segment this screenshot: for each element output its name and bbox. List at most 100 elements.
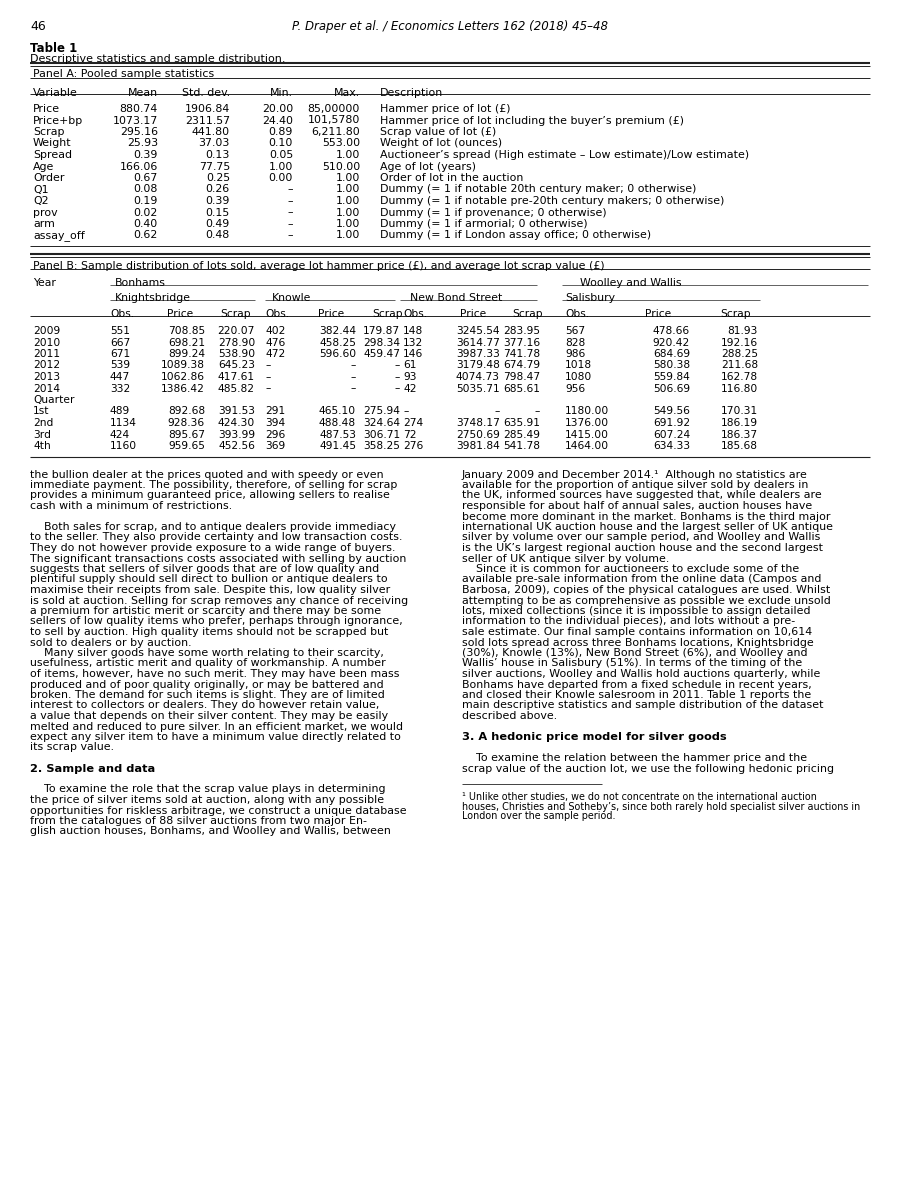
Text: 559.84: 559.84 (653, 372, 690, 382)
Text: 0.39: 0.39 (205, 196, 230, 206)
Text: 0.67: 0.67 (133, 173, 158, 182)
Text: 3245.54: 3245.54 (456, 326, 500, 336)
Text: Year: Year (33, 278, 56, 288)
Text: 391.53: 391.53 (218, 407, 255, 416)
Text: Obs.: Obs. (403, 308, 427, 319)
Text: Auctioneer’s spread (High estimate – Low estimate)/Low estimate): Auctioneer’s spread (High estimate – Low… (380, 150, 749, 160)
Text: 285.49: 285.49 (503, 430, 540, 439)
Text: 1160: 1160 (110, 440, 137, 451)
Text: To examine the role that the scrap value plays in determining: To examine the role that the scrap value… (30, 785, 385, 794)
Text: Scrap: Scrap (512, 308, 543, 319)
Text: 458.25: 458.25 (320, 337, 356, 348)
Text: 148: 148 (403, 326, 423, 336)
Text: scrap value of the auction lot, we use the following hedonic pricing: scrap value of the auction lot, we use t… (462, 763, 834, 774)
Text: 0.62: 0.62 (134, 230, 158, 240)
Text: 275.94: 275.94 (363, 407, 400, 416)
Text: 1180.00: 1180.00 (565, 407, 609, 416)
Text: lots, mixed collections (since it is impossible to assign detailed: lots, mixed collections (since it is imp… (462, 606, 811, 616)
Text: 0.13: 0.13 (205, 150, 230, 160)
Text: Mean: Mean (128, 88, 158, 98)
Text: 298.34: 298.34 (363, 337, 400, 348)
Text: 211.68: 211.68 (721, 360, 758, 371)
Text: London over the sample period.: London over the sample period. (462, 811, 616, 821)
Text: –: – (265, 372, 270, 382)
Text: Bonhams have departed from a fixed schedule in recent years,: Bonhams have departed from a fixed sched… (462, 679, 812, 690)
Text: –: – (287, 230, 293, 240)
Text: 46: 46 (30, 20, 46, 32)
Text: Scrap: Scrap (372, 308, 402, 319)
Text: 3rd: 3rd (33, 430, 51, 439)
Text: 596.60: 596.60 (319, 349, 356, 359)
Text: Scrap: Scrap (220, 308, 250, 319)
Text: ¹ Unlike other studies, we do not concentrate on the international auction: ¹ Unlike other studies, we do not concen… (462, 792, 817, 802)
Text: to sell by auction. High quality items should not be scrapped but: to sell by auction. High quality items s… (30, 626, 389, 637)
Text: 1018: 1018 (565, 360, 592, 371)
Text: –: – (495, 407, 500, 416)
Text: a premium for artistic merit or scarcity and there may be some: a premium for artistic merit or scarcity… (30, 606, 381, 616)
Text: Std. dev.: Std. dev. (182, 88, 230, 98)
Text: 959.65: 959.65 (168, 440, 205, 451)
Text: 459.47: 459.47 (363, 349, 400, 359)
Text: Panel A: Pooled sample statistics: Panel A: Pooled sample statistics (33, 68, 214, 79)
Text: attempting to be as comprehensive as possible we exclude unsold: attempting to be as comprehensive as pos… (462, 595, 831, 606)
Text: 541.78: 541.78 (503, 440, 540, 451)
Text: 332: 332 (110, 384, 130, 394)
Text: Age: Age (33, 162, 54, 172)
Text: 452.56: 452.56 (218, 440, 255, 451)
Text: seller of UK antique silver by volume.: seller of UK antique silver by volume. (462, 553, 670, 564)
Text: 276: 276 (403, 440, 423, 451)
Text: 2010: 2010 (33, 337, 60, 348)
Text: (30%), Knowle (13%), New Bond Street (6%), and Woolley and: (30%), Knowle (13%), New Bond Street (6%… (462, 648, 807, 658)
Text: the price of silver items sold at auction, along with any possible: the price of silver items sold at auctio… (30, 794, 384, 805)
Text: 417.61: 417.61 (218, 372, 255, 382)
Text: –: – (351, 384, 356, 394)
Text: Panel B: Sample distribution of lots sold, average lot hammer price (£), and ave: Panel B: Sample distribution of lots sol… (33, 260, 605, 271)
Text: usefulness, artistic merit and quality of workmanship. A number: usefulness, artistic merit and quality o… (30, 659, 386, 668)
Text: Price: Price (645, 308, 671, 319)
Text: –: – (403, 407, 409, 416)
Text: 895.67: 895.67 (168, 430, 205, 439)
Text: 2012: 2012 (33, 360, 60, 371)
Text: 684.69: 684.69 (652, 349, 690, 359)
Text: 0.08: 0.08 (133, 185, 158, 194)
Text: 0.00: 0.00 (268, 173, 293, 182)
Text: 324.64: 324.64 (363, 418, 400, 428)
Text: 146: 146 (403, 349, 423, 359)
Text: 72: 72 (403, 430, 417, 439)
Text: cash with a minimum of restrictions.: cash with a minimum of restrictions. (30, 502, 232, 511)
Text: 81.93: 81.93 (727, 326, 758, 336)
Text: 2750.69: 2750.69 (456, 430, 500, 439)
Text: 424.30: 424.30 (218, 418, 255, 428)
Text: 828: 828 (565, 337, 585, 348)
Text: immediate payment. The possibility, therefore, of selling for scrap: immediate payment. The possibility, ther… (30, 480, 398, 490)
Text: 3179.48: 3179.48 (456, 360, 500, 371)
Text: the bullion dealer at the prices quoted and with speedy or even: the bullion dealer at the prices quoted … (30, 469, 383, 480)
Text: 358.25: 358.25 (363, 440, 400, 451)
Text: 3. A hedonic price model for silver goods: 3. A hedonic price model for silver good… (462, 732, 726, 742)
Text: silver auctions, Woolley and Wallis hold auctions quarterly, while: silver auctions, Woolley and Wallis hold… (462, 670, 821, 679)
Text: 288.25: 288.25 (721, 349, 758, 359)
Text: 553.00: 553.00 (322, 138, 360, 149)
Text: 170.31: 170.31 (721, 407, 758, 416)
Text: 1376.00: 1376.00 (565, 418, 609, 428)
Text: and closed their Knowle salesroom in 2011. Table 1 reports the: and closed their Knowle salesroom in 201… (462, 690, 811, 700)
Text: provides a minimum guaranteed price, allowing sellers to realise: provides a minimum guaranteed price, all… (30, 491, 390, 500)
Text: Scrap: Scrap (33, 127, 65, 137)
Text: –: – (535, 407, 540, 416)
Text: 382.44: 382.44 (319, 326, 356, 336)
Text: Dummy (= 1 if armorial; 0 otherwise): Dummy (= 1 if armorial; 0 otherwise) (380, 218, 588, 229)
Text: 2009: 2009 (33, 326, 60, 336)
Text: 607.24: 607.24 (652, 430, 690, 439)
Text: Min.: Min. (270, 88, 293, 98)
Text: 3987.33: 3987.33 (456, 349, 500, 359)
Text: Price: Price (460, 308, 486, 319)
Text: 6,211.80: 6,211.80 (311, 127, 360, 137)
Text: Q1: Q1 (33, 185, 49, 194)
Text: Price+bp: Price+bp (33, 115, 83, 126)
Text: The significant transactions costs associated with selling by auction: The significant transactions costs assoc… (30, 553, 407, 564)
Text: become more dominant in the market. Bonhams is the third major: become more dominant in the market. Bonh… (462, 511, 831, 522)
Text: 179.87: 179.87 (363, 326, 400, 336)
Text: 698.21: 698.21 (168, 337, 205, 348)
Text: expect any silver item to have a minimum value directly related to: expect any silver item to have a minimum… (30, 732, 400, 742)
Text: Descriptive statistics and sample distribution.: Descriptive statistics and sample distri… (30, 54, 285, 64)
